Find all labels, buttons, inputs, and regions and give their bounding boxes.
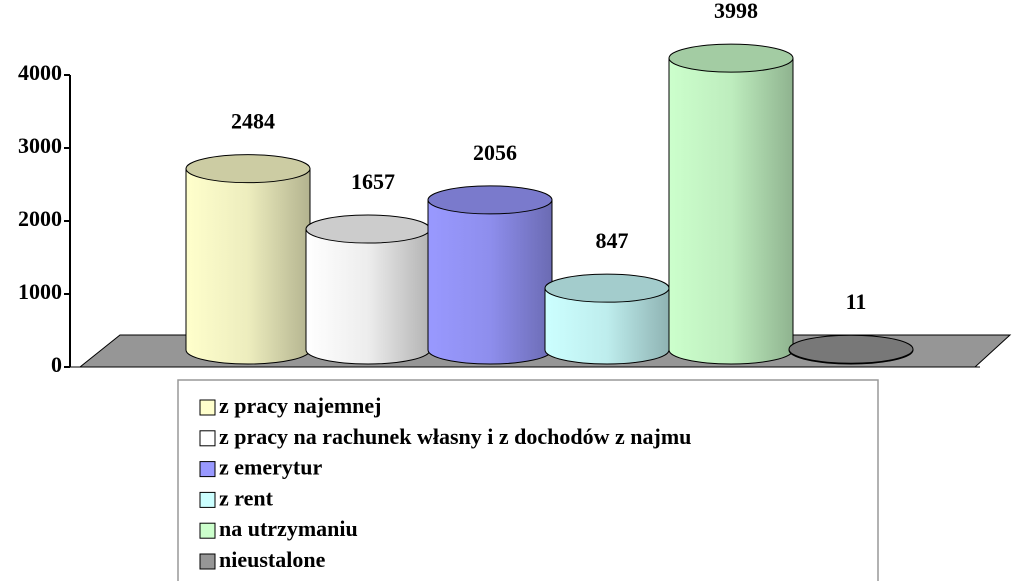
value-label: 2484 [231, 109, 275, 134]
cylinder-top [427, 185, 553, 215]
legend-swatch [199, 491, 216, 508]
legend [177, 379, 879, 581]
y-tick-label: 2000 [18, 206, 62, 231]
value-label: 1657 [351, 169, 395, 194]
y-tick-label: 1000 [18, 279, 62, 304]
legend-swatch [199, 399, 216, 416]
cylinder-top [185, 154, 311, 184]
legend-swatch [199, 553, 216, 570]
legend-label: z rent [219, 485, 274, 510]
cylinder-body [427, 199, 553, 365]
legend-swatch [199, 430, 216, 447]
legend-label: z emerytur [219, 455, 322, 480]
y-tick-label: 4000 [18, 60, 62, 85]
cylinder-body [544, 287, 670, 365]
y-tick-label: 0 [51, 352, 62, 377]
legend-swatch [199, 461, 216, 478]
y-tick-label: 3000 [18, 133, 62, 158]
legend-label: z pracy najemnej [219, 393, 382, 418]
cylinder-top [544, 273, 670, 303]
legend-label: z pracy na rachunek własny i z dochodów … [219, 424, 691, 449]
cylinder-body [305, 228, 431, 365]
value-label: 3998 [714, 0, 758, 23]
cylinder-body [185, 168, 311, 365]
legend-label: nieustalone [219, 547, 326, 572]
cylinder-top [788, 334, 914, 364]
cylinder-top [305, 214, 431, 244]
cylinder-body [668, 57, 794, 365]
value-label: 11 [846, 289, 867, 314]
value-label: 847 [596, 228, 629, 253]
legend-label: na utrzymaniu [219, 516, 358, 541]
cylinder-top [668, 43, 794, 73]
legend-swatch [199, 522, 216, 539]
value-label: 2056 [473, 140, 517, 165]
